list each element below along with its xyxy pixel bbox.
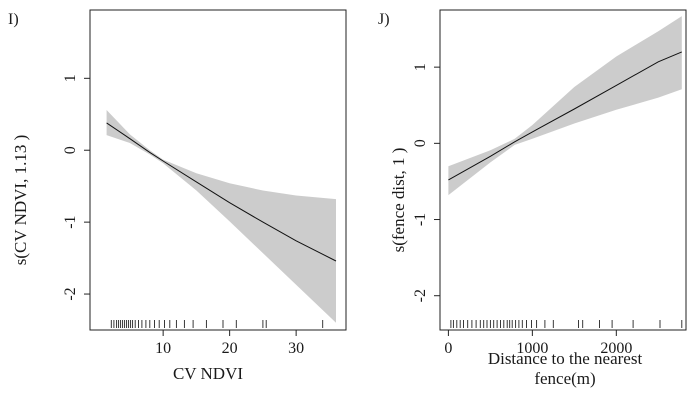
y-tick-label: 0 <box>412 139 429 147</box>
x-axis-label: CV NDVI <box>173 364 243 383</box>
x-tick-label: 10 <box>155 340 171 357</box>
y-tick-label: -2 <box>62 287 79 300</box>
y-axis-label: s(CV NDVI, 1.13 ) <box>11 135 30 266</box>
y-tick-label: 1 <box>62 74 79 82</box>
plot-frame <box>439 9 687 331</box>
confidence-band <box>106 110 336 323</box>
panel-label: I) <box>8 11 19 28</box>
rug <box>450 320 683 328</box>
y-tick-label: -1 <box>412 213 429 226</box>
x-axis: 10 20 30 <box>155 330 304 357</box>
x-tick-label: 30 <box>288 340 304 357</box>
smooth-line <box>106 122 337 262</box>
x-tick-label: 0 <box>444 340 452 357</box>
smooth-line <box>448 51 682 181</box>
confidence-band <box>448 16 682 196</box>
x-axis-label-line-2: fence(m) <box>534 369 595 388</box>
y-axis: -2 -1 0 1 <box>412 63 440 302</box>
y-axis: -2 -1 0 1 <box>62 74 90 301</box>
rug <box>110 320 324 328</box>
panel-cv-ndvi: I) 10 20 30 -2 -1 0 1 CV NDVI s(CV NDVI, 1.13… <box>8 9 347 383</box>
y-tick-label: -2 <box>412 289 429 302</box>
panel-label: J) <box>378 11 390 28</box>
panel-fence-distance: J) 0 1000 2000 -2 -1 0 1 Distance to the near… <box>378 9 687 388</box>
plot-frame <box>89 9 347 331</box>
y-axis-label: s(fence dist, 1 ) <box>389 148 408 253</box>
y-tick-label: 0 <box>62 146 79 154</box>
y-tick-label: -1 <box>62 215 79 228</box>
x-axis-label-line-1: Distance to the nearest <box>488 349 643 368</box>
x-axis: 0 1000 2000 <box>444 330 632 357</box>
x-tick-label: 2000 <box>600 340 632 357</box>
x-tick-label: 1000 <box>516 340 548 357</box>
x-tick-label: 20 <box>222 340 238 357</box>
y-tick-label: 1 <box>412 63 429 71</box>
